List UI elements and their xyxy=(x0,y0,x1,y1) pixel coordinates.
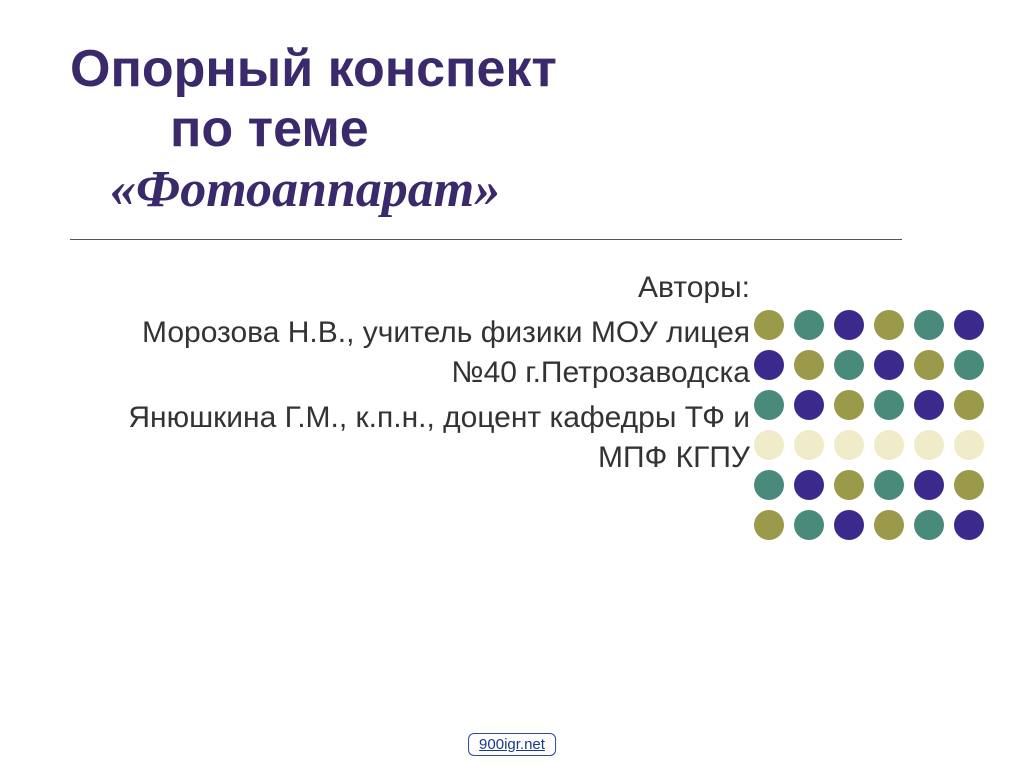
dot-olive xyxy=(754,510,784,540)
dot-olive xyxy=(754,310,784,340)
dot-cream xyxy=(794,430,824,460)
dot-purple xyxy=(834,310,864,340)
title-block: Опорный конспект по теме «Фотоаппарат» xyxy=(70,40,974,219)
dot-teal xyxy=(874,470,904,500)
dot-olive xyxy=(954,470,984,500)
dot-row xyxy=(754,310,984,340)
dot-olive xyxy=(794,350,824,380)
dot-row xyxy=(754,350,984,380)
dot-purple xyxy=(954,310,984,340)
dot-teal xyxy=(754,470,784,500)
dot-row xyxy=(754,430,984,460)
dot-olive xyxy=(954,390,984,420)
authors-block: Авторы: Морозова Н.В., учитель физики МО… xyxy=(70,268,750,479)
dot-teal xyxy=(954,350,984,380)
dot-purple xyxy=(794,470,824,500)
decorative-dots-grid xyxy=(754,310,984,550)
dot-cream xyxy=(954,430,984,460)
horizontal-divider xyxy=(70,239,902,240)
dot-cream xyxy=(754,430,784,460)
author-line-1: Морозова Н.В., учитель физики МОУ лицея … xyxy=(70,313,750,394)
footer-link[interactable]: 900igr.net xyxy=(468,733,556,756)
dot-olive xyxy=(914,350,944,380)
dot-purple xyxy=(914,390,944,420)
dot-row xyxy=(754,390,984,420)
dot-olive xyxy=(874,510,904,540)
dot-cream xyxy=(874,430,904,460)
dot-row xyxy=(754,510,984,540)
dot-purple xyxy=(794,390,824,420)
dot-teal xyxy=(914,510,944,540)
dot-cream xyxy=(914,430,944,460)
dot-olive xyxy=(834,390,864,420)
dot-teal xyxy=(914,310,944,340)
dot-purple xyxy=(834,510,864,540)
dot-teal xyxy=(794,310,824,340)
authors-heading: Авторы: xyxy=(70,268,750,309)
dot-olive xyxy=(834,470,864,500)
dot-purple xyxy=(914,470,944,500)
dot-teal xyxy=(874,390,904,420)
dot-purple xyxy=(954,510,984,540)
dot-olive xyxy=(874,310,904,340)
title-line-1: Опорный конспект xyxy=(70,40,974,100)
dot-cream xyxy=(834,430,864,460)
dot-purple xyxy=(754,350,784,380)
dot-teal xyxy=(754,390,784,420)
dot-purple xyxy=(874,350,904,380)
title-line-3: «Фотоаппарат» xyxy=(70,160,974,220)
dot-row xyxy=(754,470,984,500)
dot-teal xyxy=(834,350,864,380)
slide-container: Опорный конспект по теме «Фотоаппарат» А… xyxy=(0,0,1024,768)
dot-teal xyxy=(794,510,824,540)
title-line-2: по теме xyxy=(70,100,974,160)
author-line-2: Янюшкина Г.М., к.п.н., доцент кафедры ТФ… xyxy=(70,398,750,479)
